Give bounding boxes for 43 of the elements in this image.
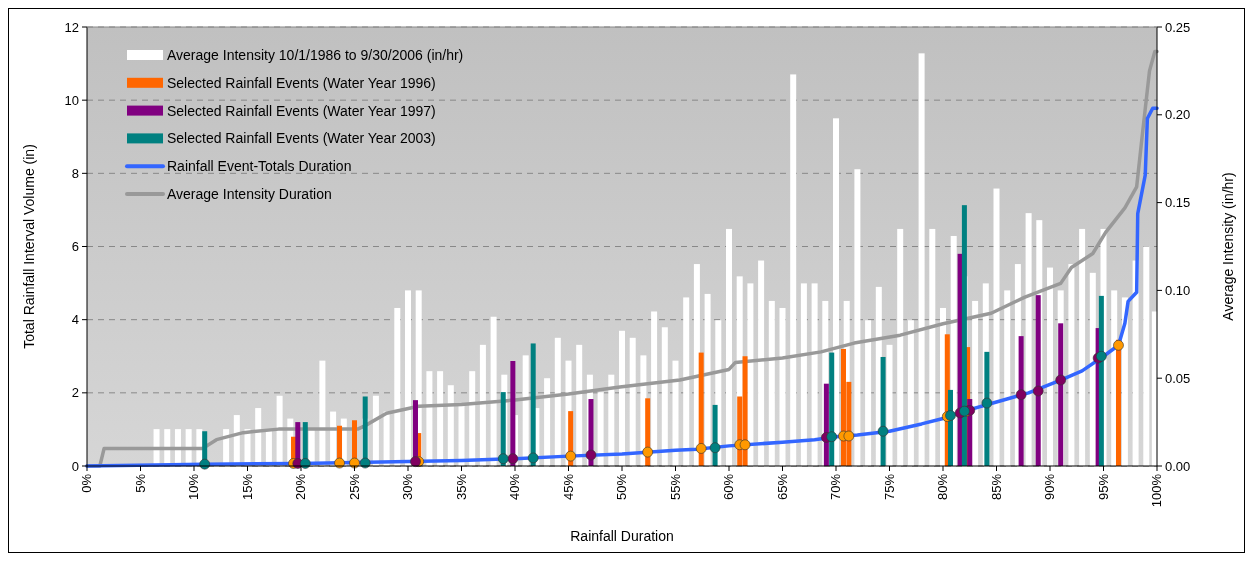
y-tick-label: 0 [71,458,79,474]
x-tick-label: 15% [239,473,255,501]
x-tick-label: 25% [346,473,362,501]
x-tick-label: 5% [132,473,148,493]
x-tick-label: 95% [1095,473,1111,501]
x-tick-label: 50% [614,473,629,501]
x-tick-label: 70% [828,473,843,501]
y-axis-title: Total Rainfall Interval Volume (in) [21,144,37,349]
y2-axis-title: Average Intensity (in/hr) [1220,172,1236,321]
y2-tick-label: 0.10 [1165,282,1191,298]
y2-tick-label: 0.00 [1165,458,1191,474]
x-tick-label: 80% [935,473,950,501]
x-tick-label: 90% [1042,473,1057,501]
x-tick-label: 60% [721,473,736,501]
x-tick-label: 20% [293,473,308,501]
y2-tick-label: 0.20 [1165,107,1191,123]
x-tick-label: 10% [186,473,201,501]
x-tick-label: 30% [400,473,415,501]
x-tick-label: 75% [881,473,897,501]
x-tick-label: 85% [988,473,1004,501]
legend-label: Rainfall Event-Totals Duration [167,158,352,175]
legend-label: Selected Rainfall Events (Water Year 1997) [167,102,436,119]
y-tick-label: 2 [71,385,79,401]
y-tick-label: 8 [71,165,79,181]
x-tick-label: 0% [79,473,94,493]
x-tick-label: 40% [507,473,522,501]
x-tick-label: 45% [560,473,576,501]
x-axis-title: Rainfall Duration [570,528,674,544]
y-tick-label: 6 [71,239,79,254]
legend-label: Average Intensity Duration [167,186,332,202]
y-tick-label: 12 [64,19,79,35]
x-tick-label: 100% [1149,473,1164,508]
legend-label: Selected Rainfall Events (Water Year 1996) [167,74,436,91]
y-tick-label: 10 [64,92,79,108]
y2-tick-label: 0.15 [1165,195,1191,211]
y-tick-label: 4 [71,312,79,328]
legend-label: Average Intensity 10/1/1986 to 9/30/2006 (in/hr) [167,47,464,63]
y2-tick-label: 0.25 [1165,19,1191,35]
x-tick-label: 65% [774,473,790,501]
y2-tick-label: 0.05 [1165,370,1191,386]
x-tick-label: 35% [453,473,469,501]
legend-label: Selected Rainfall Events (Water Year 2003) [167,130,436,147]
x-tick-label: 55% [667,473,683,501]
